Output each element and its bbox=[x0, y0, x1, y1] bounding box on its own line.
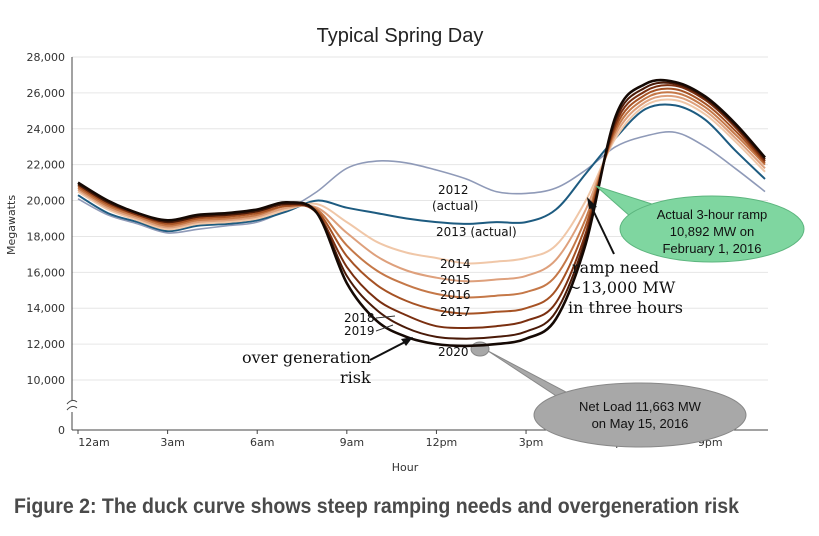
overgen-arrow-line bbox=[369, 341, 406, 361]
x-tick-label: 12am bbox=[78, 436, 109, 449]
y-tick-label: 24,000 bbox=[27, 123, 66, 136]
y-tick-label: 16,000 bbox=[27, 266, 66, 279]
x-tick-label: 9am bbox=[340, 436, 364, 449]
x-tick-label: 3am bbox=[160, 436, 184, 449]
actual-ramp-text-3: February 1, 2016 bbox=[662, 241, 761, 256]
y-tick-label: 26,000 bbox=[27, 87, 66, 100]
series-line-2016 bbox=[77, 91, 766, 299]
net-load-text-1: Net Load 11,663 MW bbox=[579, 399, 702, 414]
y-tick-label: 12,000 bbox=[27, 338, 66, 351]
y-tick-label: 20,000 bbox=[27, 195, 66, 208]
x-tick-label: 6am bbox=[250, 436, 274, 449]
gridlines bbox=[72, 56, 768, 381]
series-lines bbox=[77, 78, 766, 348]
overgen-text-2: risk bbox=[340, 368, 371, 387]
net-load-text-2: on May 15, 2016 bbox=[592, 416, 689, 431]
ramp-arrow-head bbox=[587, 197, 597, 209]
label-2018-leader bbox=[375, 315, 396, 319]
label-2018: 2018 bbox=[344, 311, 375, 325]
label-2017: 2017 bbox=[440, 305, 471, 319]
ramp-text-1: ramp need bbox=[572, 258, 659, 277]
label-2012: 2012 bbox=[438, 183, 469, 197]
x-axis-label: Hour bbox=[392, 461, 419, 474]
series-line-2019 bbox=[77, 81, 766, 340]
actual-ramp-text-1: Actual 3-hour ramp bbox=[657, 207, 768, 222]
label-2015: 2015 bbox=[440, 273, 471, 287]
duck-curve-chart: Typical Spring Day 0 10,000 12,000 14,000 16… bbox=[5, 25, 805, 474]
label-2019-leader bbox=[375, 324, 394, 332]
y-tick-label: 28,000 bbox=[27, 51, 66, 64]
label-2019: 2019 bbox=[344, 324, 375, 338]
y-tick-labels: 0 10,000 12,000 14,000 16,000 18,000 20,000 22,… bbox=[27, 51, 66, 437]
y-tick-label: 18,000 bbox=[27, 230, 66, 243]
overgen-arrow-head bbox=[401, 337, 413, 346]
y-tick-label: 14,000 bbox=[27, 302, 66, 315]
net-load-callout bbox=[470, 341, 747, 448]
y-tick-label: 22,000 bbox=[27, 159, 66, 172]
y-axis-label: Megawatts bbox=[5, 195, 18, 255]
series-line-2013 bbox=[77, 103, 766, 233]
axis-break-mark bbox=[66, 399, 78, 411]
y-tick-label: 0 bbox=[58, 424, 65, 437]
y-tick-label: 10,000 bbox=[27, 374, 66, 387]
series-line-2020 bbox=[77, 78, 766, 348]
label-2020: 2020 bbox=[438, 345, 469, 359]
series-line-2017 bbox=[77, 87, 766, 315]
series-line-2012 bbox=[77, 131, 766, 234]
ramp-text-2: ~13,000 MW bbox=[568, 278, 676, 297]
label-2012-sub: (actual) bbox=[432, 199, 478, 213]
ramp-text-3: in three hours bbox=[568, 298, 683, 317]
actual-ramp-text-2: 10,892 MW on bbox=[670, 224, 755, 239]
label-2014: 2014 bbox=[440, 257, 471, 271]
actual-ramp-callout bbox=[595, 185, 805, 263]
overgen-text-1: over generation bbox=[242, 348, 371, 367]
chart-title: Typical Spring Day bbox=[317, 25, 484, 47]
label-2013: 2013 (actual) bbox=[436, 225, 517, 239]
series-line-2014 bbox=[77, 98, 766, 265]
actual-ramp-bubble bbox=[619, 195, 805, 263]
ramp-arrow-line bbox=[591, 207, 615, 255]
net-load-bubble bbox=[533, 382, 747, 448]
figure-caption: Figure 2: The duck curve shows steep ram… bbox=[14, 495, 739, 518]
x-tick-label: 3pm bbox=[519, 436, 544, 449]
x-tick-label: 12pm bbox=[426, 436, 458, 449]
label-2016: 2016 bbox=[440, 288, 471, 302]
series-line-2015 bbox=[77, 94, 766, 283]
